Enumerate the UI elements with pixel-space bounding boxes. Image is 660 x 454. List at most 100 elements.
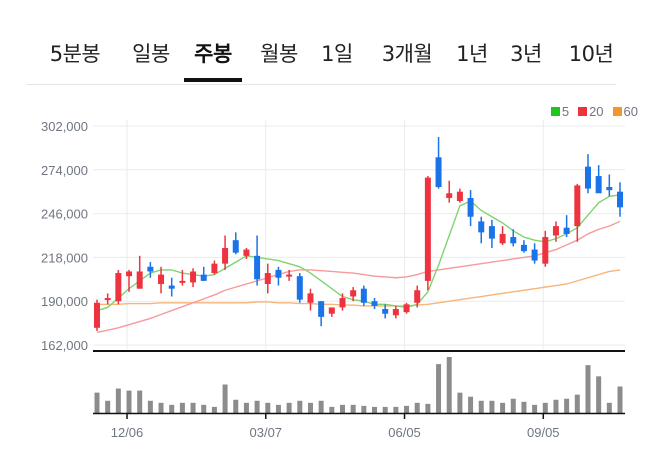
volume-bar (542, 402, 548, 413)
candle[interactable] (392, 305, 399, 319)
x-tick-label: 09/05 (527, 425, 560, 440)
candle[interactable] (318, 301, 325, 327)
candle[interactable] (350, 287, 357, 302)
volume-bar (574, 394, 580, 413)
volume-bar (404, 405, 410, 413)
tab-0[interactable]: 5분봉 (49, 42, 101, 66)
candle[interactable] (94, 299, 100, 331)
candle[interactable] (190, 268, 197, 288)
volume-bar (478, 400, 484, 413)
candle[interactable] (243, 248, 250, 259)
volume-bar (457, 392, 463, 413)
candle[interactable] (147, 262, 154, 278)
candle[interactable] (617, 182, 623, 217)
candle[interactable] (275, 266, 282, 286)
candle[interactable] (403, 302, 410, 314)
volume-bar (468, 396, 474, 413)
volume-bar (393, 406, 399, 413)
legend-swatch-icon (550, 107, 560, 116)
candle[interactable] (158, 266, 165, 294)
candle[interactable] (179, 269, 186, 286)
volume-bar (318, 400, 324, 413)
volume-bar (596, 376, 602, 413)
y-tick-label: 246,000 (41, 207, 88, 222)
volume-bar (329, 406, 335, 413)
volume-bar (254, 400, 260, 413)
legend-swatch-icon (612, 107, 622, 116)
volume-bar (425, 403, 431, 413)
ma20-line (96, 220, 621, 334)
volume-bar (436, 364, 442, 413)
candle[interactable] (520, 240, 527, 253)
candle[interactable] (168, 277, 175, 297)
tab-4[interactable]: 1일 (321, 42, 353, 66)
candle[interactable] (115, 269, 122, 305)
candle[interactable] (435, 136, 442, 189)
candle[interactable] (126, 269, 133, 292)
candle[interactable] (446, 180, 453, 203)
candle[interactable] (286, 269, 293, 281)
candle[interactable] (222, 235, 229, 270)
candle[interactable] (584, 154, 591, 194)
volume-bar (532, 404, 538, 413)
candle[interactable] (595, 165, 602, 194)
y-tick-label: 218,000 (41, 250, 88, 265)
candle[interactable] (531, 243, 538, 264)
tab-1[interactable]: 일봉 (132, 42, 170, 66)
legend-label: 5 (561, 104, 570, 119)
candle[interactable] (488, 219, 495, 249)
candle[interactable] (371, 298, 378, 310)
volume-bar (307, 402, 313, 413)
candle[interactable] (360, 285, 367, 306)
ma60-line (97, 269, 621, 307)
candle[interactable] (211, 260, 218, 275)
tab-5[interactable]: 3개월 (381, 42, 433, 66)
candle[interactable] (563, 215, 570, 238)
volume-bar (382, 406, 388, 413)
candle[interactable] (574, 183, 581, 242)
candle[interactable] (104, 293, 111, 305)
volume-bar (147, 400, 153, 413)
volume-bar (606, 402, 612, 413)
candle[interactable] (478, 216, 485, 244)
legend-item-ma5: 5 (550, 104, 570, 119)
candle[interactable] (254, 235, 261, 286)
candle[interactable] (328, 307, 335, 317)
candle[interactable] (552, 221, 559, 242)
candle[interactable] (200, 266, 207, 281)
tab-7[interactable]: 3년 (510, 42, 542, 66)
volume-bar (105, 400, 111, 413)
volume-bar (201, 404, 207, 413)
volume-bar (158, 402, 164, 413)
legend-item-ma20: 20 (578, 104, 604, 119)
tab-8[interactable]: 10년 (568, 42, 614, 66)
tab-3[interactable]: 월봉 (260, 42, 298, 66)
candle[interactable] (424, 176, 431, 291)
candle[interactable] (136, 255, 143, 289)
volume-bar (233, 399, 239, 413)
candle[interactable] (467, 190, 474, 227)
legend-swatch-icon (578, 107, 588, 116)
volume-bar (489, 400, 495, 413)
candle[interactable] (296, 273, 303, 303)
candle[interactable] (264, 263, 271, 294)
tab-2[interactable]: 주봉 (184, 28, 242, 82)
candle[interactable] (232, 232, 239, 255)
candle[interactable] (499, 226, 506, 245)
candle[interactable] (414, 285, 421, 308)
candle[interactable] (542, 230, 549, 267)
volume-bar (94, 392, 100, 413)
period-tabs: 5분봉 일봉 주봉 월봉 1일 3개월 1년 3년 10년 (26, 28, 616, 85)
candle[interactable] (307, 288, 314, 311)
candle[interactable] (456, 188, 463, 203)
candle[interactable] (606, 174, 613, 197)
candle[interactable] (382, 304, 389, 319)
candle[interactable] (510, 229, 517, 247)
volume-bar (617, 386, 623, 413)
volume-bar (190, 402, 196, 413)
volume-bar (585, 365, 591, 413)
tab-6[interactable]: 1년 (456, 42, 488, 66)
candle[interactable] (339, 293, 346, 311)
volume-bar (500, 402, 506, 413)
